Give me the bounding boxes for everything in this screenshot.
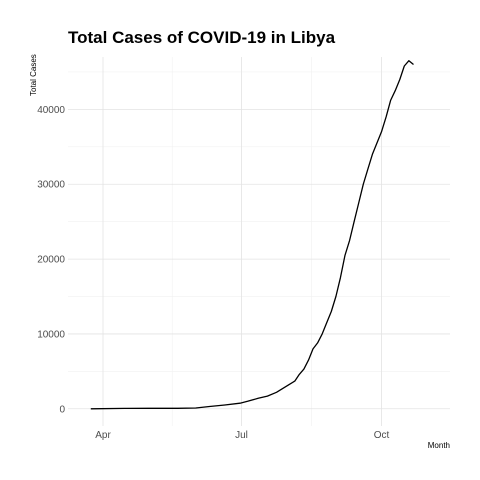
x-tick-label: Apr — [95, 430, 111, 441]
tick-labels: 0 10000 20000 30000 40000 Apr Jul Oct — [37, 105, 389, 441]
y-axis-title: Total Cases — [29, 54, 38, 96]
series-layer — [90, 60, 414, 410]
y-tick-label: 0 — [59, 404, 65, 415]
chart-title: Total Cases of COVID-19 in Libya — [68, 28, 336, 47]
y-tick-label: 20000 — [37, 255, 65, 266]
x-tick-label: Jul — [235, 430, 248, 441]
y-tick-label: 30000 — [37, 180, 65, 191]
y-tick-label: 10000 — [37, 329, 65, 340]
y-tick-label: 40000 — [37, 105, 65, 116]
x-axis-title: Month — [428, 441, 450, 450]
series-line — [90, 60, 414, 410]
x-tick-label: Oct — [374, 430, 390, 441]
